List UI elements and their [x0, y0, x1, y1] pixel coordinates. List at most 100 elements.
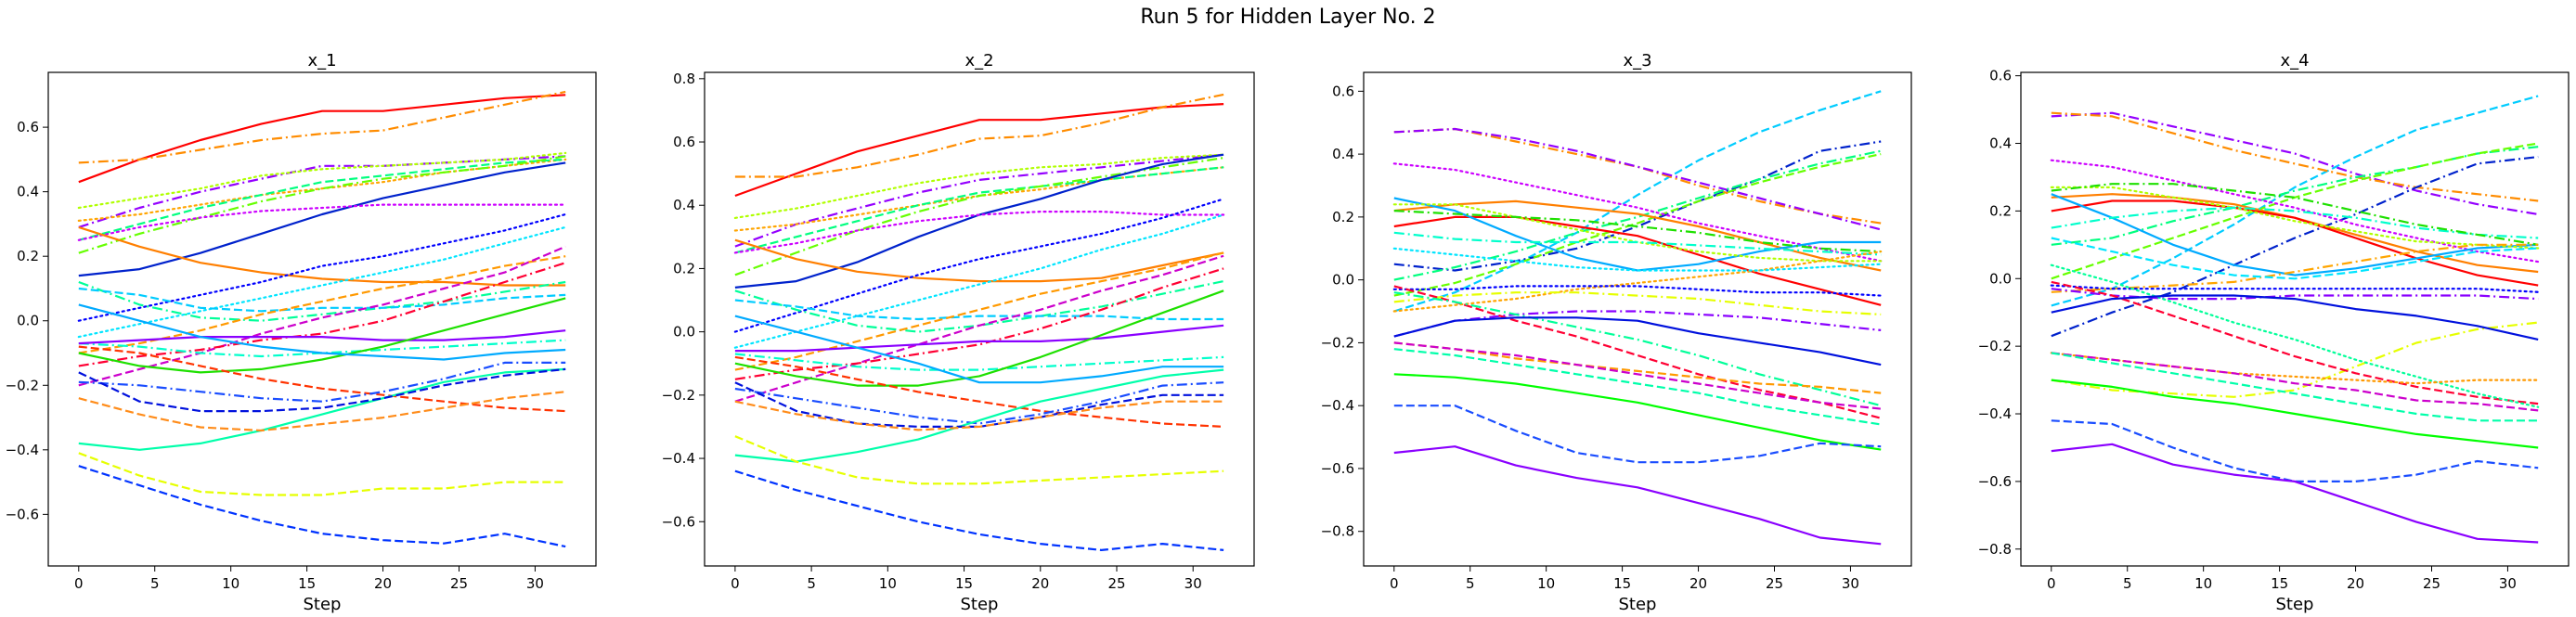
- series-line-23: [734, 381, 1224, 425]
- x-axis-label: Step: [961, 595, 999, 614]
- series-line-17: [734, 267, 1224, 380]
- series-line-21: [2050, 352, 2540, 385]
- series-line-23: [2051, 294, 2539, 341]
- series-line-12: [1393, 231, 1882, 256]
- series-line-8: [1393, 199, 1882, 272]
- series-line-7: [78, 155, 566, 254]
- x-axis-label: Step: [1619, 595, 1657, 614]
- series-line-10: [78, 225, 566, 287]
- series-line-1: [734, 103, 1224, 198]
- axes-frame: [1363, 71, 1912, 567]
- subplot-x_2: 0 5 10 15 20 25 30 −0.6 −0.4 −0.2 0.0 0.2 0.4 0.6 0.8 x…: [662, 51, 1255, 614]
- series-line-20: [1393, 291, 1882, 407]
- series-line-6: [2051, 142, 2539, 280]
- x-tick-label: 0: [731, 575, 740, 592]
- x-tick-label: 20: [1031, 575, 1049, 592]
- series-line-19: [2051, 280, 2539, 405]
- series-line-6: [78, 158, 566, 241]
- series-line-23: [78, 361, 566, 403]
- axes-frame: [2020, 71, 2570, 567]
- x-tick-label: 15: [298, 575, 316, 592]
- series-lines: [77, 90, 567, 548]
- series-line-28: [734, 469, 1224, 552]
- axes-frame: [47, 71, 597, 567]
- series-line-14: [78, 287, 566, 313]
- series-line-21: [78, 303, 566, 361]
- series-line-13: [1393, 210, 1882, 253]
- series-line-14: [2051, 243, 2539, 293]
- series-line-15: [1392, 247, 1883, 272]
- x-tick-label: 0: [74, 575, 84, 592]
- x-tick-label: 15: [955, 575, 973, 592]
- series-line-8: [78, 161, 566, 277]
- y-tick-label: 0.2: [673, 260, 695, 276]
- series-lines: [2050, 95, 2540, 544]
- x-tick-label: 15: [1613, 575, 1631, 592]
- y-tick-label: 0.2: [1989, 202, 2012, 219]
- series-line-10: [734, 238, 1224, 283]
- x-tick-label: 5: [1466, 575, 1475, 592]
- x-tick-label: 20: [2347, 575, 2364, 592]
- y-tick-label: 0.0: [1989, 270, 2012, 287]
- y-tick-label: 0.4: [17, 184, 39, 200]
- x-tick-label: 10: [2194, 575, 2212, 592]
- x-tick-label: 25: [2423, 575, 2440, 592]
- series-line-22: [78, 345, 566, 413]
- y-tick-label: −0.6: [6, 506, 39, 522]
- series-line-24: [78, 367, 566, 451]
- subplot-title: x_2: [964, 51, 993, 71]
- series-line-22: [2051, 352, 2539, 412]
- series-line-26: [2051, 419, 2539, 483]
- series-line-10: [2051, 193, 2539, 276]
- series-line-19: [734, 324, 1224, 353]
- series-line-12: [733, 213, 1225, 349]
- y-tick-label: −0.6: [1321, 460, 1354, 477]
- series-line-17: [2051, 321, 2539, 398]
- y-tick-label: −0.2: [6, 377, 39, 393]
- series-line-25: [1393, 373, 1882, 451]
- series-line-19: [78, 329, 566, 345]
- series-line-26: [1393, 405, 1882, 464]
- series-line-22: [1393, 341, 1882, 410]
- series-line-12: [77, 225, 567, 339]
- series-line-1: [78, 94, 566, 184]
- series-line-20: [78, 297, 566, 374]
- series-line-25: [734, 381, 1224, 428]
- series-line-2: [2051, 111, 2539, 216]
- x-tick-label: 5: [2123, 575, 2132, 592]
- series-line-26: [734, 400, 1224, 431]
- series-line-1: [2051, 95, 2539, 307]
- y-tick-label: 0.4: [673, 197, 695, 213]
- y-tick-label: −0.2: [662, 387, 695, 404]
- y-tick-label: −0.2: [1978, 338, 2012, 354]
- series-line-4: [733, 153, 1225, 219]
- subplot-x_4: 0 5 10 15 20 25 30 −0.8 −0.6 −0.4 −0.2 0.0 0.2 0.4 0.6…: [1978, 51, 2570, 614]
- series-line-18: [1393, 310, 1882, 338]
- y-tick-label: 0.2: [17, 248, 39, 264]
- x-tick-label: 15: [2271, 575, 2288, 592]
- series-line-26: [78, 391, 566, 432]
- series-line-3: [1393, 127, 1882, 231]
- x-tick-label: 5: [150, 575, 160, 592]
- series-line-24: [734, 368, 1224, 463]
- subplot-title: x_4: [2280, 51, 2309, 71]
- series-line-3: [2051, 111, 2539, 202]
- x-tick-label: 25: [450, 575, 468, 592]
- series-line-6: [734, 166, 1224, 254]
- series-line-13: [2051, 183, 2539, 246]
- series-line-24: [1393, 348, 1882, 426]
- series-line-27: [734, 435, 1224, 485]
- subplot-x_3: 0 5 10 15 20 25 30 −0.8 −0.6 −0.4 −0.2 0.0 0.2 0.4 0.6…: [1321, 51, 1912, 614]
- y-tick-label: 0.0: [673, 324, 695, 341]
- series-line-20: [2050, 264, 2540, 408]
- x-axis-label: Step: [2276, 595, 2314, 614]
- subplot-x_1: 0 5 10 15 20 25 30 −0.6 −0.4 −0.2 0.0 0.2 0.4 0.6 x_1 S…: [6, 51, 597, 614]
- y-tick-label: −0.8: [1321, 523, 1354, 540]
- series-line-9: [77, 203, 567, 241]
- subplot-title: x_1: [307, 51, 336, 71]
- series-line-12: [2051, 206, 2539, 239]
- y-tick-label: −0.4: [6, 442, 39, 458]
- series-line-9: [2051, 199, 2539, 287]
- figure-title: Run 5 for Hidden Layer No. 2: [1140, 6, 1436, 29]
